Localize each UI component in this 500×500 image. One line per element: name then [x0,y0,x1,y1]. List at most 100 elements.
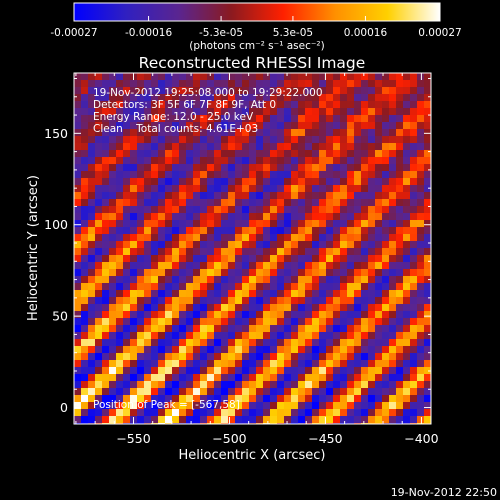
heatmap-cell [403,94,411,102]
heatmap-cell [165,402,173,410]
heatmap-cell [102,388,110,396]
heatmap-cell [207,262,215,270]
heatmap-cell [172,276,180,284]
heatmap-cell [123,185,131,193]
heatmap-cell [172,73,180,81]
heatmap-cell [361,157,369,165]
heatmap-cell [74,220,82,228]
heatmap-cell [165,241,173,249]
heatmap-cell [95,157,103,165]
heatmap-cell [116,185,124,193]
heatmap-cell [144,360,152,368]
heatmap-cell [109,297,117,305]
heatmap-cell [172,213,180,221]
heatmap-cell [277,360,285,368]
heatmap-cell [263,115,271,123]
heatmap-cell [116,192,124,200]
heatmap-cell [389,143,397,151]
heatmap-cell [298,367,306,375]
heatmap-cell [291,276,299,284]
heatmap-cell [347,94,355,102]
heatmap-cell [235,143,243,151]
heatmap-cell [214,157,222,165]
heatmap-cell [389,339,397,347]
heatmap-cell [179,381,187,389]
heatmap-cell [172,150,180,158]
heatmap-cell [291,87,299,95]
heatmap-cell [235,171,243,179]
heatmap-cell [88,241,96,249]
heatmap-cell [228,206,236,214]
heatmap-cell [165,213,173,221]
heatmap-cell [74,206,82,214]
heatmap-cell [256,318,264,326]
heatmap-cell [284,381,292,389]
heatmap-cell [340,283,348,291]
heatmap-cell [137,262,145,270]
heatmap-cell [284,283,292,291]
heatmap-cell [305,80,313,88]
heatmap-cell [123,94,131,102]
heatmap-cell [74,311,82,319]
heatmap-cell [109,94,117,102]
heatmap-cell [389,395,397,403]
heatmap-cell [88,311,96,319]
heatmap-cell [340,157,348,165]
heatmap-cell [95,255,103,263]
heatmap-cell [291,185,299,193]
heatmap-cell [81,87,89,95]
heatmap-cell [137,87,145,95]
heatmap-cell [74,122,82,130]
heatmap-cell [179,87,187,95]
heatmap-cell [172,192,180,200]
heatmap-cell [88,150,96,158]
heatmap-cell [277,94,285,102]
heatmap-cell [312,269,320,277]
heatmap-cell [242,150,250,158]
heatmap-cell [144,367,152,375]
heatmap-cell [207,276,215,284]
heatmap-cell [291,213,299,221]
heatmap-cell [235,402,243,410]
heatmap-cell [102,171,110,179]
heatmap-cell [81,353,89,361]
heatmap-cell [277,381,285,389]
heatmap-cell [186,262,194,270]
heatmap-cell [340,136,348,144]
heatmap-cell [200,339,208,347]
heatmap-cell [361,227,369,235]
heatmap-cell [165,94,173,102]
heatmap-cell [396,416,404,424]
heatmap-cell [228,248,236,256]
heatmap-cell [242,248,250,256]
heatmap-cell [95,115,103,123]
heatmap-cell [319,73,327,81]
heatmap-cell [144,73,152,81]
heatmap-cell [417,269,425,277]
heatmap-cell [207,199,215,207]
heatmap-cell [221,220,229,228]
heatmap-cell [256,374,264,382]
heatmap-cell [375,157,383,165]
heatmap-cell [81,94,89,102]
heatmap-cell [109,353,117,361]
heatmap-cell [382,241,390,249]
heatmap-cell [354,416,362,424]
heatmap-cell [200,297,208,305]
heatmap-cell [88,360,96,368]
heatmap-cell [158,304,166,312]
heatmap-cell [137,171,145,179]
heatmap-cell [242,136,250,144]
heatmap-cell [165,157,173,165]
heatmap-cell [165,87,173,95]
heatmap-cell [312,297,320,305]
heatmap-cell [109,381,117,389]
heatmap-cell [410,255,418,263]
heatmap-cell [179,234,187,242]
heatmap-cell [95,206,103,214]
heatmap-cell [249,283,257,291]
heatmap-cell [298,150,306,158]
heatmap-cell [200,283,208,291]
heatmap-cell [214,87,222,95]
heatmap-cell [193,269,201,277]
